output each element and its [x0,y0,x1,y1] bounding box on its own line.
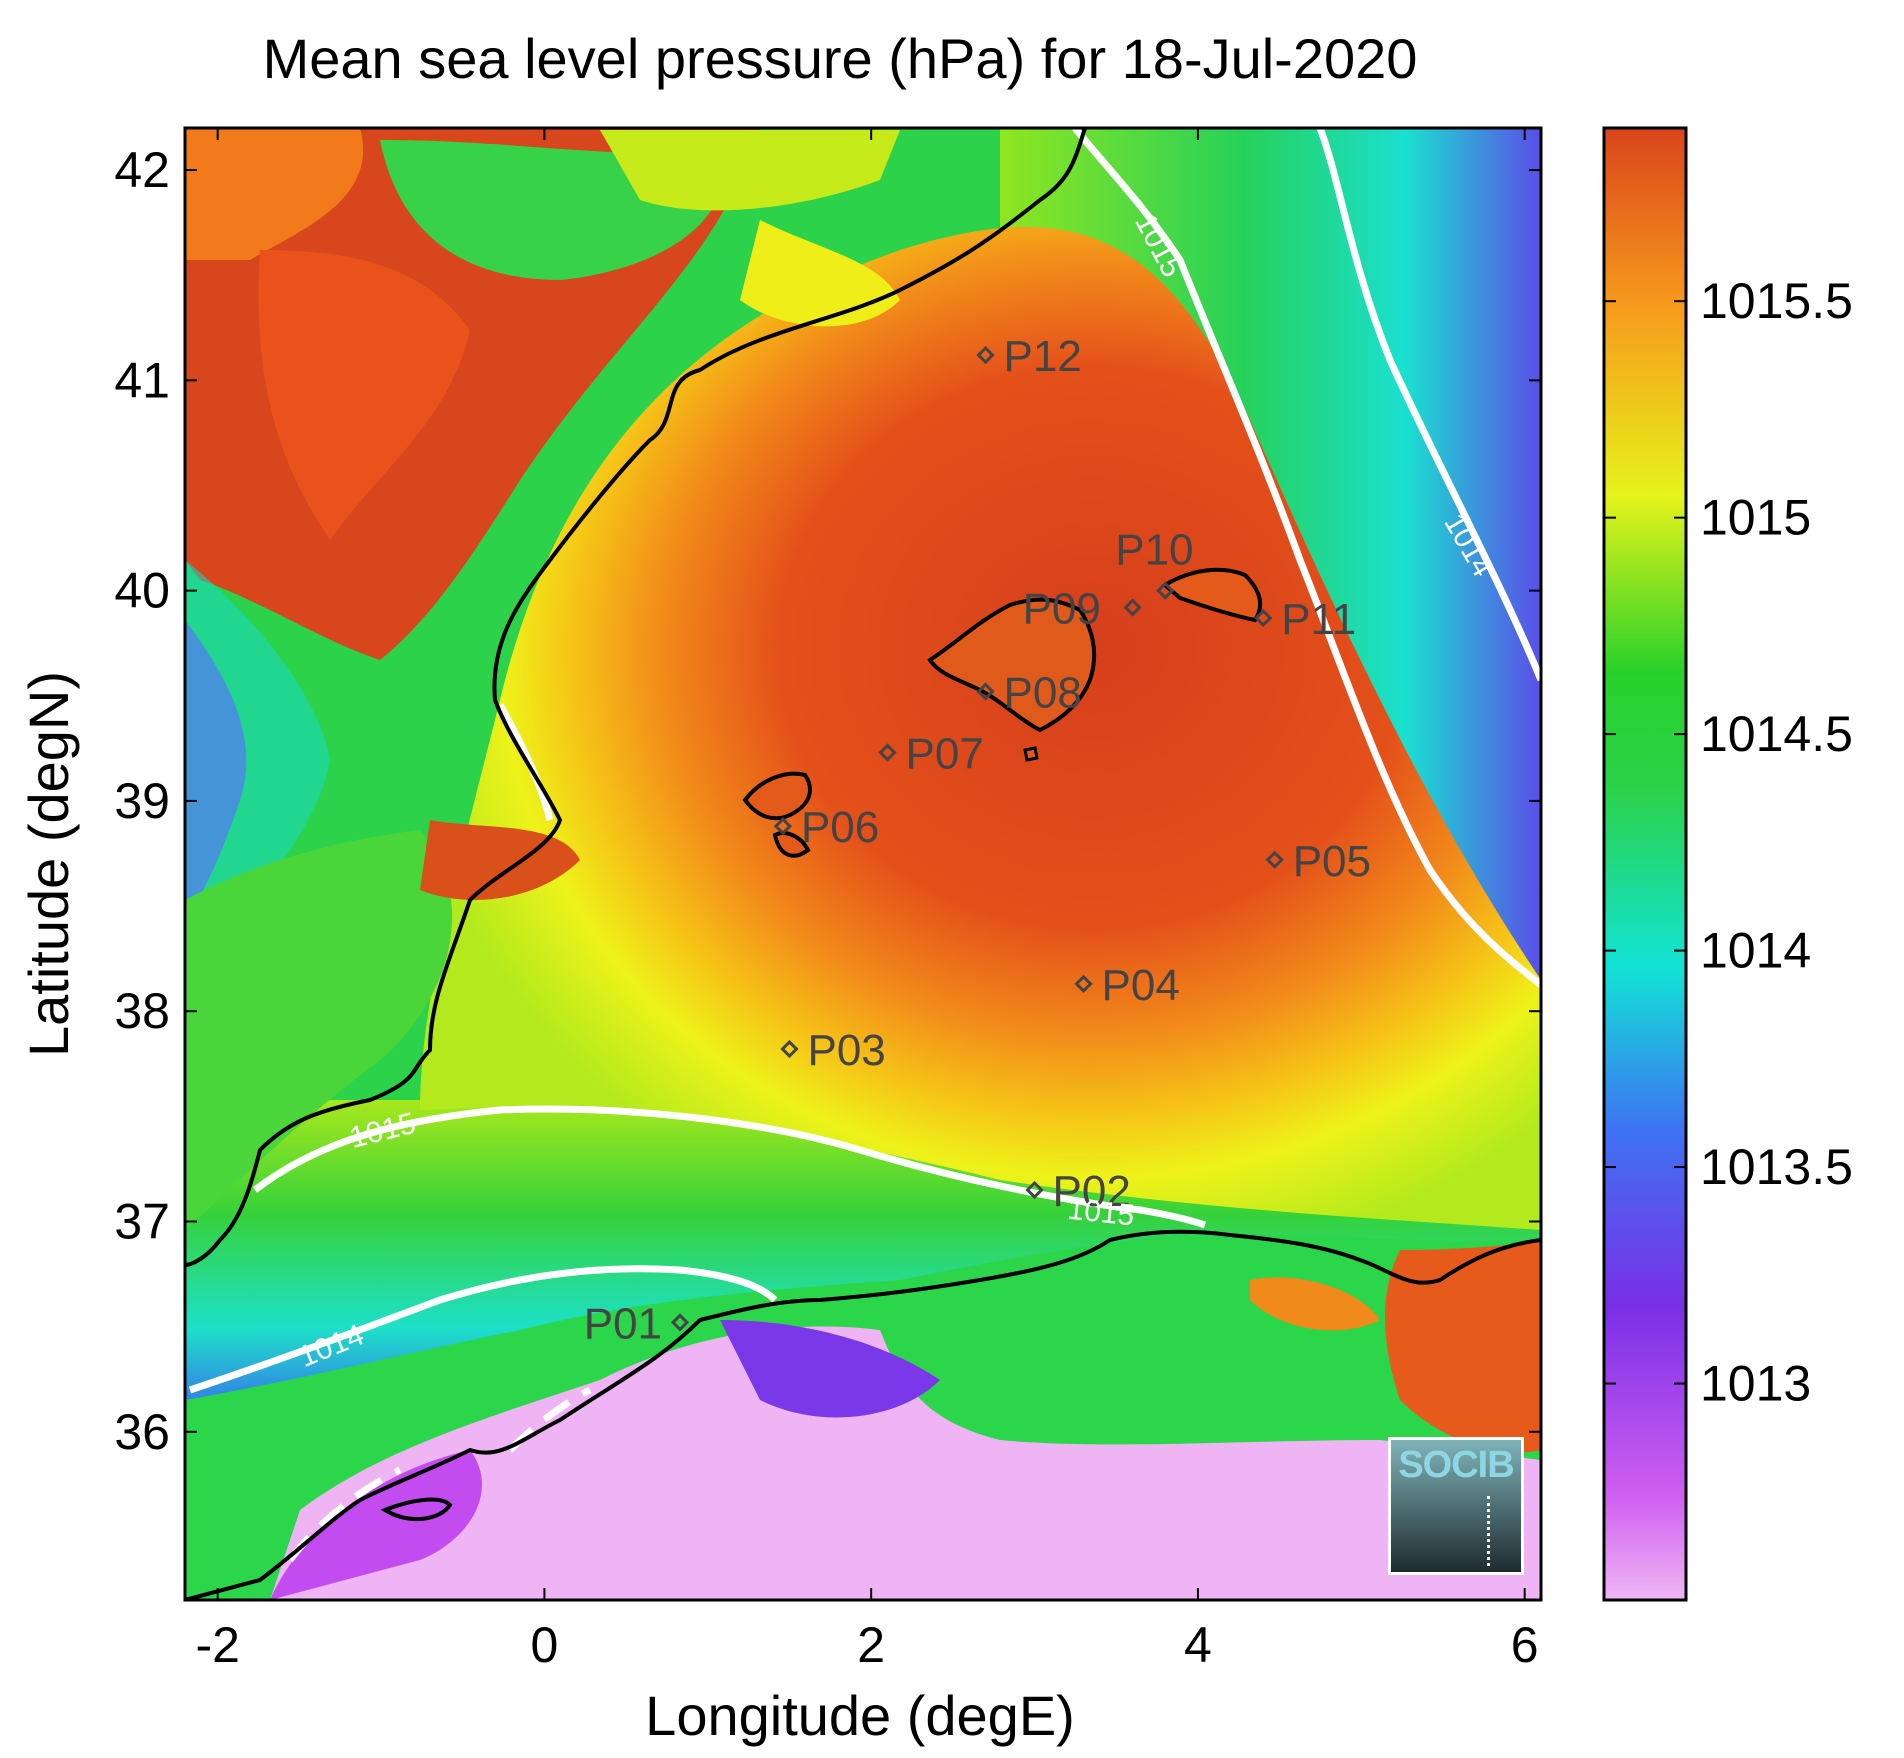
station-marker [878,743,897,762]
station-label: P10 [1115,526,1193,575]
station-points: P01 P02 P03 P04 P05 P06 P07 P08 P09 P10 P11 P12 [584,332,1371,1348]
station-label: P01 [584,1299,662,1348]
y-tick-label: 41 [114,352,170,408]
y-tick-label: 36 [114,1404,170,1460]
plot-frame [183,126,1543,1602]
y-tick-label: 38 [114,983,170,1039]
contour-label: 1015 [1066,1193,1136,1233]
station-marker [1156,581,1175,600]
y-tick-label: 39 [114,773,170,829]
y-tick-label: 37 [114,1193,170,1249]
station-marker [1254,608,1273,628]
colorbar-tick-label: 1015 [1700,490,1811,546]
station-label: P07 [906,730,984,779]
station-label: P06 [801,803,879,852]
x-tick-label: 2 [857,1617,885,1673]
station-marker [670,1313,690,1332]
x-axis-label: Longitude (degE) [645,1684,1075,1747]
station-label: P12 [1004,332,1082,381]
station-marker [1074,974,1093,993]
logo-mark [1487,1496,1494,1566]
colorbar-ticks: 1013 1013.5 1014 1014.5 1015 1015.5 [1604,273,1853,1412]
colorbar-tick-label: 1013 [1700,1356,1811,1412]
colorbar-tick-label: 1013.5 [1700,1139,1853,1195]
station-marker [976,345,995,365]
heatmap-field [185,128,1541,1600]
socib-logo: SOCIB [1388,1437,1524,1575]
y-tick-label: 42 [114,142,170,198]
station-label: P05 [1293,837,1371,886]
colorbar [1602,126,1688,1602]
station-label: P03 [807,1026,885,1075]
colorbar-tick-label: 1015.5 [1700,273,1853,329]
x-tick-label: 6 [1511,1617,1539,1673]
station-marker [1265,850,1284,869]
map-title: Mean sea level pressure (hPa) for 18-Jul… [262,27,1418,90]
station-label: P09 [1023,584,1101,633]
x-tick-label: 0 [531,1617,559,1673]
x-tick-label: 4 [1184,1617,1212,1673]
colorbar-tick-label: 1014.5 [1700,706,1853,762]
y-tick-label: 40 [114,563,170,619]
station-label: P08 [1004,669,1082,718]
colorbar-tick-label: 1014 [1700,923,1811,979]
x-axis: -2 0 2 4 6 [195,128,1539,1673]
station-marker [1025,1180,1044,1200]
station-marker [773,817,793,836]
station-marker [780,1039,799,1059]
logo-text: SOCIB [1398,1444,1514,1486]
station-label: P11 [1281,595,1356,644]
x-tick-label: -2 [195,1617,239,1673]
y-axis-label: Latitude (degN) [17,671,80,1057]
station-label: P02 [1053,1167,1131,1216]
station-marker [976,682,995,701]
station-label: P04 [1102,961,1180,1010]
y-axis: 36 37 38 39 40 41 42 [114,142,1541,1460]
station-marker [1123,598,1142,617]
